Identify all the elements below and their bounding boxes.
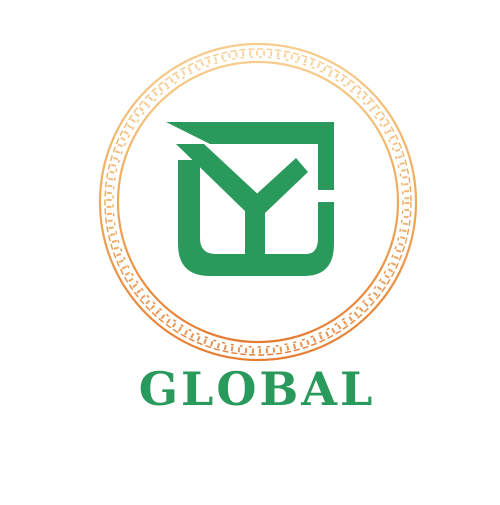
greek-key-ring-icon xyxy=(98,42,418,362)
brand-wordmark: GLOBAL xyxy=(138,362,376,416)
yc-monogram-icon xyxy=(166,122,334,276)
